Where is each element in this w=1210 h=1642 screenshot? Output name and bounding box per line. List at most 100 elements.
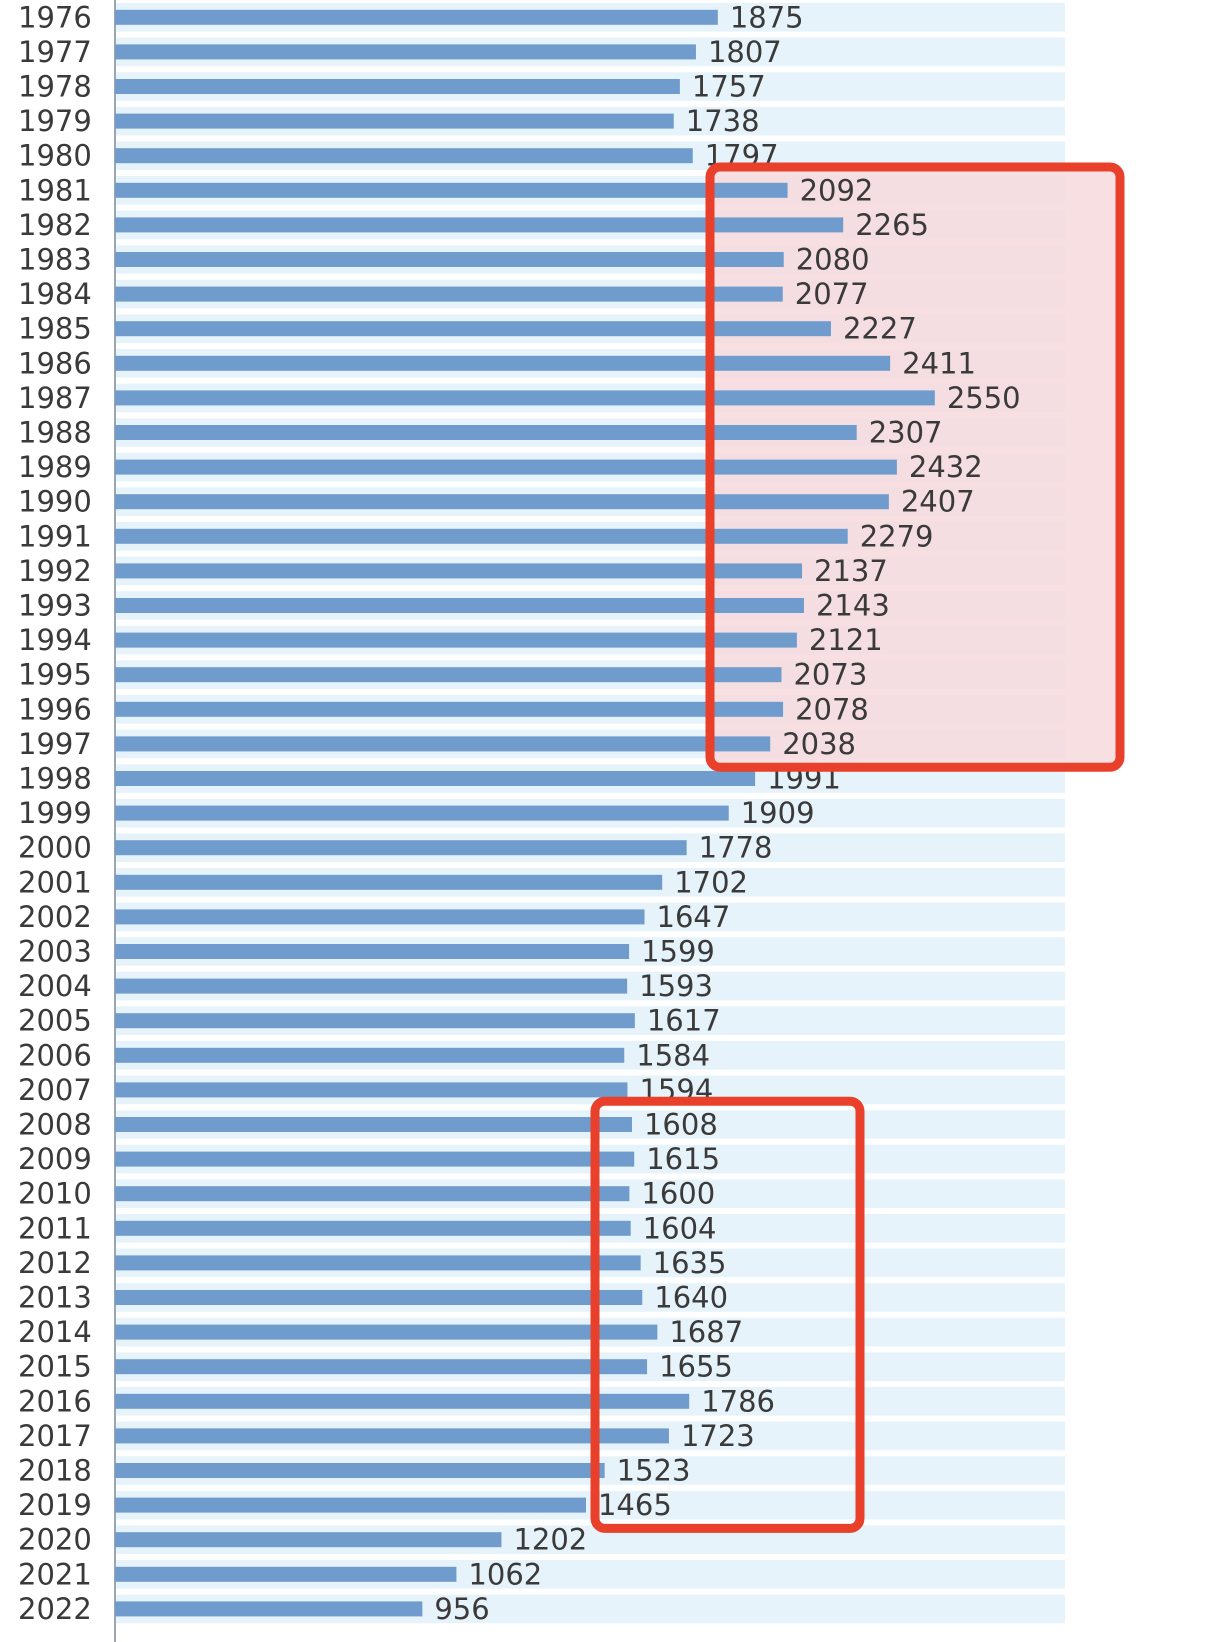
year-label-1998: 1998 (18, 762, 92, 796)
bar-2005 (115, 1013, 635, 1029)
bar-1999 (115, 805, 729, 821)
bar-2000 (115, 840, 687, 856)
bar-2014 (115, 1324, 658, 1340)
value-label-2017: 1723 (681, 1419, 755, 1453)
value-label-1983: 2080 (796, 243, 870, 277)
bar-1987 (115, 390, 935, 406)
bar-2009 (115, 1151, 635, 1167)
bar-1985 (115, 321, 831, 337)
bar-2016 (115, 1393, 690, 1409)
year-label-1976: 1976 (18, 0, 92, 34)
value-labels-group: 1875180717571738179720922265208020772227… (434, 0, 1020, 1626)
year-label-1982: 1982 (18, 208, 92, 242)
value-label-2008: 1608 (644, 1108, 718, 1142)
bar-1981 (115, 182, 788, 198)
bar-2008 (115, 1117, 632, 1132)
bar-2001 (115, 874, 663, 890)
year-label-2010: 2010 (18, 1177, 92, 1211)
bar-1983 (115, 252, 784, 267)
bar-2022 (115, 1601, 423, 1617)
bars-group (115, 9, 935, 1617)
value-label-1982: 2265 (855, 208, 929, 242)
value-label-2011: 1604 (643, 1211, 717, 1245)
value-label-1985: 2227 (843, 312, 917, 346)
year-label-1999: 1999 (18, 796, 92, 830)
bar-1997 (115, 736, 771, 752)
value-label-1984: 2077 (795, 277, 869, 311)
year-label-2006: 2006 (18, 1038, 92, 1072)
year-label-2001: 2001 (18, 865, 92, 899)
value-label-2009: 1615 (646, 1142, 720, 1176)
value-label-1991: 2279 (860, 519, 934, 553)
year-label-2014: 2014 (18, 1315, 92, 1349)
bar-2010 (115, 1186, 630, 1202)
year-label-2016: 2016 (18, 1384, 92, 1418)
year-labels-group: 1976197719781979198019811982198319841985… (18, 0, 92, 1626)
year-label-1995: 1995 (18, 658, 92, 692)
year-label-2003: 2003 (18, 935, 92, 969)
bar-2018 (115, 1463, 605, 1478)
bar-2004 (115, 978, 628, 994)
bar-1977 (115, 44, 696, 60)
bar-2012 (115, 1255, 641, 1271)
year-label-2007: 2007 (18, 1073, 92, 1107)
year-label-2022: 2022 (18, 1592, 92, 1626)
value-label-2000: 1778 (699, 831, 773, 865)
year-label-1988: 1988 (18, 416, 92, 450)
bar-1992 (115, 563, 803, 579)
value-label-2020: 1202 (513, 1523, 587, 1557)
value-label-2016: 1786 (701, 1384, 775, 1418)
bar-1989 (115, 459, 897, 475)
year-label-1980: 1980 (18, 139, 92, 173)
value-label-1978: 1757 (692, 70, 766, 104)
year-label-1985: 1985 (18, 312, 92, 346)
value-label-2003: 1599 (641, 935, 715, 969)
year-label-2000: 2000 (18, 831, 92, 865)
year-label-1984: 1984 (18, 277, 92, 311)
year-label-1983: 1983 (18, 243, 92, 277)
value-label-2022: 956 (434, 1592, 489, 1626)
bar-1995 (115, 667, 782, 683)
value-label-2001: 1702 (674, 865, 748, 899)
value-label-2012: 1635 (653, 1246, 727, 1280)
year-label-2005: 2005 (18, 1004, 92, 1038)
value-label-1981: 2092 (800, 173, 874, 207)
bar-1994 (115, 632, 797, 648)
year-label-2018: 2018 (18, 1454, 92, 1488)
bar-2019 (115, 1497, 586, 1513)
bar-1990 (115, 494, 889, 510)
value-label-1993: 2143 (816, 589, 890, 623)
value-label-2015: 1655 (659, 1350, 733, 1384)
value-label-2018: 1523 (617, 1454, 691, 1488)
year-label-1991: 1991 (18, 519, 92, 553)
value-label-1997: 2038 (782, 727, 856, 761)
value-label-1977: 1807 (708, 35, 782, 69)
bar-2021 (115, 1566, 457, 1582)
bar-2013 (115, 1290, 643, 1305)
value-label-1999: 1909 (741, 796, 815, 830)
bar-2011 (115, 1220, 631, 1236)
value-label-2019: 1465 (598, 1488, 672, 1522)
year-label-2004: 2004 (18, 969, 92, 1003)
bar-1980 (115, 148, 693, 164)
year-label-1997: 1997 (18, 727, 92, 761)
bar-2015 (115, 1359, 648, 1375)
value-label-1994: 2121 (809, 623, 883, 657)
value-label-2010: 1600 (641, 1177, 715, 1211)
value-label-1976: 1875 (730, 0, 804, 34)
value-label-2005: 1617 (647, 1004, 721, 1038)
year-label-2017: 2017 (18, 1419, 92, 1453)
value-label-1986: 2411 (902, 346, 976, 380)
year-label-1992: 1992 (18, 554, 92, 588)
value-label-1996: 2078 (795, 692, 869, 726)
value-label-1992: 2137 (814, 554, 888, 588)
value-label-1988: 2307 (869, 416, 943, 450)
highlight-frame-2 (590, 1096, 865, 1533)
value-label-1995: 2073 (793, 658, 867, 692)
bar-2003 (115, 944, 630, 959)
value-label-2002: 1647 (657, 900, 731, 934)
bar-1988 (115, 425, 857, 440)
year-label-2009: 2009 (18, 1142, 92, 1176)
year-label-2013: 2013 (18, 1281, 92, 1315)
